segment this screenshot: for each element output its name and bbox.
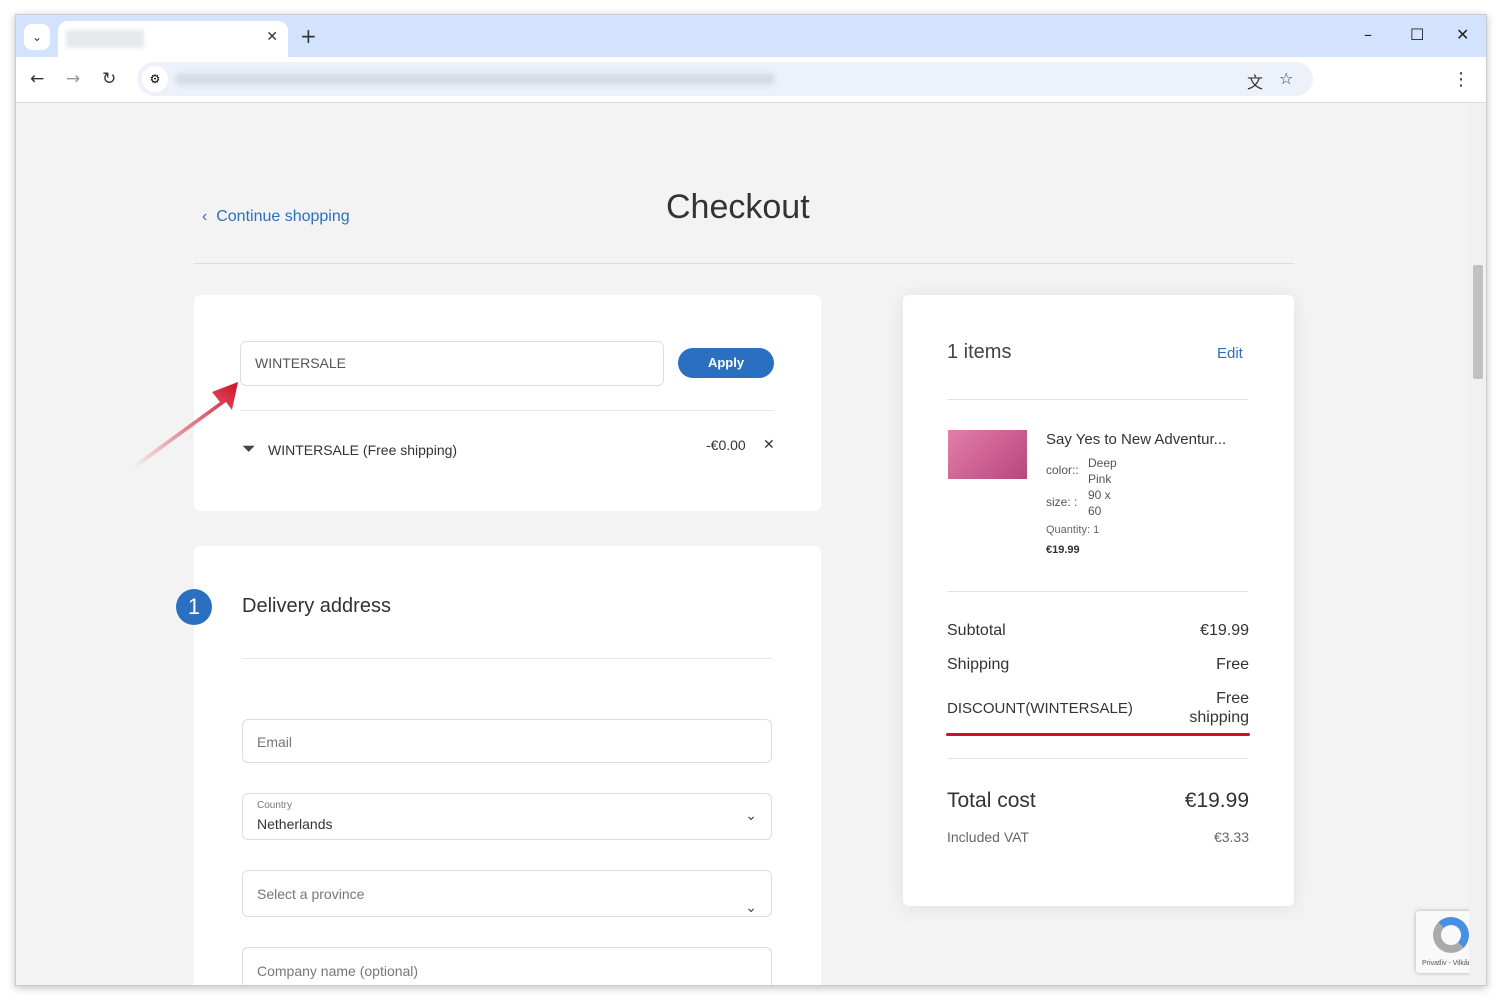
forward-icon[interactable]: → [66, 69, 81, 89]
discount-value: Free shipping [1189, 690, 1249, 726]
continue-shopping-link[interactable]: ‹ Continue shopping [202, 208, 350, 225]
size-value: 90 x 60 [1088, 488, 1111, 518]
minimize-button[interactable]: – [1364, 25, 1372, 44]
more-menu-icon[interactable]: ⋮ [1452, 69, 1470, 90]
coupon-card [194, 295, 821, 511]
close-tab-icon[interactable]: ✕ [266, 29, 278, 45]
total-value: €19.99 [1184, 789, 1249, 812]
order-summary-card: 1 items Edit Say Yes to New Adventur... … [903, 295, 1294, 906]
step-number: 1 [176, 589, 212, 625]
recaptcha-icon [1433, 917, 1469, 953]
tab-title-blurred [66, 30, 144, 48]
subtotal-value: €19.99 [1200, 622, 1249, 639]
checkout-page: ‹ Continue shopping Checkout WINTERSALE … [16, 103, 1486, 985]
url-blurred [175, 73, 775, 85]
items-count: 1 items [947, 341, 1012, 363]
browser-window: ⌄ ✕ + – ☐ ✕ ← → ↻ ⚙ 文 ☆ ⋮ ‹ Continue sho… [15, 14, 1487, 986]
applied-coupon-amount: -€0.00 [706, 437, 746, 453]
country-value: Netherlands [257, 816, 333, 832]
tag-icon: ⏷ [242, 439, 256, 458]
edit-link[interactable]: Edit [1217, 345, 1243, 362]
total-label: Total cost [947, 789, 1036, 812]
translate-icon[interactable]: 文 [1247, 73, 1264, 92]
chevron-down-icon: ⌄ [745, 899, 757, 915]
close-window-button[interactable]: ✕ [1456, 25, 1470, 44]
annotation-arrow [132, 382, 238, 468]
bookmark-star-icon[interactable]: ☆ [1279, 69, 1294, 88]
divider [194, 263, 1294, 264]
discount-label: DISCOUNT(WINTERSALE) [947, 700, 1133, 717]
vat-value: €3.33 [1213, 829, 1249, 845]
subtotal-label: Subtotal [947, 622, 1006, 639]
delivery-heading: Delivery address [242, 595, 391, 617]
maximize-button[interactable]: ☐ [1410, 25, 1425, 44]
annotation-underline [946, 733, 1250, 736]
province-select[interactable]: Select a province ⌄ [242, 870, 772, 917]
country-select[interactable]: Country Netherlands ⌄ [242, 793, 772, 840]
shipping-label: Shipping [947, 656, 1010, 673]
tab-strip: ⌄ ✕ + – ☐ ✕ [16, 15, 1486, 57]
applied-coupon-label: WINTERSALE (Free shipping) [268, 442, 458, 458]
divider [240, 410, 774, 411]
product-price: €19.99 [1046, 544, 1080, 556]
divider [947, 591, 1248, 592]
page-title: Checkout [666, 188, 810, 226]
reload-icon[interactable]: ↻ [102, 69, 117, 89]
province-placeholder: Select a province [257, 886, 365, 902]
color-value: Deep Pink [1088, 456, 1117, 486]
chevron-down-icon: ⌄ [745, 807, 757, 823]
divider [947, 399, 1248, 400]
scrollbar[interactable] [1469, 103, 1486, 985]
apply-button[interactable]: Apply [678, 348, 774, 378]
divider [947, 758, 1248, 759]
site-info-icon[interactable]: ⚙ [142, 66, 168, 92]
vat-label: Included VAT [947, 829, 1029, 845]
divider [242, 658, 772, 659]
country-label: Country [257, 800, 293, 811]
remove-coupon-icon[interactable]: ✕ [763, 436, 775, 452]
recaptcha-links[interactable]: Privatliv - Vilkår [1422, 960, 1471, 967]
tab-search-button[interactable]: ⌄ [24, 24, 50, 50]
email-input[interactable]: Email [242, 719, 772, 763]
address-bar[interactable]: ⚙ 文 ☆ [137, 62, 1313, 96]
new-tab-button[interactable]: + [300, 24, 317, 48]
browser-tab[interactable]: ✕ [58, 21, 288, 57]
quantity: Quantity: 1 [1046, 524, 1100, 536]
continue-shopping-label: Continue shopping [216, 208, 350, 225]
product-name[interactable]: Say Yes to New Adventur... [1046, 431, 1227, 448]
shipping-value: Free [1216, 656, 1249, 673]
company-input[interactable]: Company name (optional) [242, 947, 772, 985]
scrollbar-thumb[interactable] [1473, 265, 1483, 379]
back-icon[interactable]: ← [30, 69, 45, 89]
product-thumbnail[interactable] [948, 430, 1027, 479]
color-label: color:: [1046, 463, 1079, 477]
size-label: size: : [1046, 495, 1078, 509]
coupon-input[interactable]: WINTERSALE [240, 341, 664, 386]
toolbar: ← → ↻ ⚙ 文 ☆ ⋮ [16, 57, 1486, 103]
